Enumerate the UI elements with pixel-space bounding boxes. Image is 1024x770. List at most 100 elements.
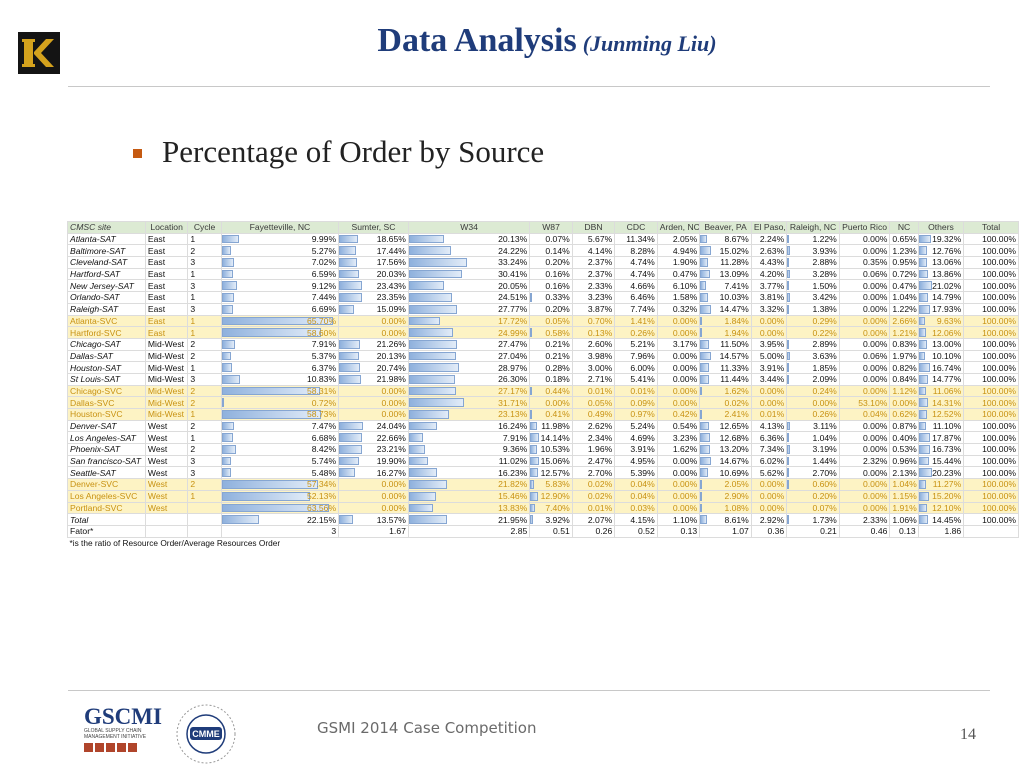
- cell-beaver: 11.44%: [699, 372, 752, 386]
- data-bar: [409, 456, 429, 466]
- table-row: Hartford-SAT East 1 6.59% 20.03% 30.41% 0.16% 2…: [67, 267, 1019, 281]
- data-bar: [339, 374, 362, 384]
- data-bar: [787, 515, 790, 524]
- cell-nc: 1.22%: [889, 302, 919, 316]
- cell-value: 10.53%: [540, 444, 570, 455]
- cell-cdc: 4.74%: [614, 256, 658, 269]
- cell-value: 6.36%: [759, 432, 785, 443]
- cell-cycle: 3: [187, 454, 222, 468]
- data-bar: [919, 374, 929, 384]
- cell-others: 14.77%: [917, 372, 965, 386]
- cell-site: Orlando-SAT: [67, 291, 146, 304]
- cell-puerto-rico: 2.32%: [838, 454, 891, 468]
- cell-cycle: 2: [187, 384, 222, 398]
- cell-value: 15.46%: [498, 491, 528, 502]
- cell-w34: 33.24%: [407, 256, 531, 269]
- cell-value: 100.00%: [982, 432, 1016, 443]
- cell-location: West: [144, 489, 189, 503]
- cell-beaver: 1.94%: [699, 326, 752, 339]
- cell-cdc: 0.04%: [614, 478, 658, 491]
- cell-value: 13.09%: [719, 269, 749, 280]
- cell-sumter: 24.04%: [338, 419, 409, 433]
- cell-value: 17.87%: [932, 432, 962, 443]
- data-bar: [919, 234, 932, 244]
- cell-value: 10.69%: [719, 467, 749, 478]
- cell-value: 1.22%: [892, 304, 917, 315]
- cell-sumter: 21.98%: [338, 372, 409, 386]
- cell-raleigh: 1.44%: [786, 454, 840, 468]
- fator-value: 0.13: [656, 524, 701, 538]
- cell-value: 0.00%: [672, 491, 698, 502]
- cell-fayetteville: 6.69%: [220, 302, 340, 316]
- cell-fayetteville: 10.83%: [220, 372, 340, 386]
- cell-fayetteville: 6.37%: [220, 361, 340, 374]
- cell-value: 100.00%: [982, 350, 1016, 361]
- cell-value: 0.16%: [545, 269, 570, 280]
- cell-value: 20.13%: [498, 234, 528, 245]
- table-row: Atlanta-SAT East 1 9.99% 18.65% 20.13% 0.07% 5.…: [67, 232, 1019, 246]
- table-row: Orlando-SAT East 1 7.44% 23.35% 24.51% 0.33% 3.…: [67, 291, 1019, 304]
- cell-dbn: 2.07%: [571, 513, 616, 526]
- cell-value: 2.24%: [759, 234, 785, 245]
- cell-cycle: 2: [187, 244, 222, 258]
- cell-raleigh: 3.42%: [786, 291, 840, 304]
- cell-fayetteville: 22.15%: [220, 513, 340, 526]
- cell-value: 0.00%: [863, 245, 888, 256]
- cell-beaver: 13.20%: [699, 443, 752, 456]
- cell-value: 12.52%: [932, 409, 962, 420]
- cell-value: 0.00%: [381, 491, 406, 502]
- cell-value: 5.37%: [311, 350, 337, 361]
- cell-value: 23.21%: [376, 444, 406, 455]
- fator-value: 1.07: [699, 524, 752, 538]
- cell-value: 4.94%: [672, 245, 698, 256]
- data-bar: [339, 339, 361, 349]
- cell-arden: 4.94%: [656, 244, 701, 258]
- data-bar: [700, 316, 703, 326]
- cell-value: 0.60%: [812, 479, 837, 490]
- cell-w34: 21.82%: [407, 478, 531, 491]
- cell-total: 100.00%: [963, 337, 1019, 351]
- fator-blank: [187, 524, 222, 538]
- cell-beaver: 1.84%: [699, 314, 752, 328]
- gscmi-logo: GSCMI GLOBAL SUPPLY CHAIN MANAGEMENT INI…: [84, 705, 162, 752]
- data-bar: [530, 445, 537, 454]
- cell-value: 0.00%: [672, 374, 698, 385]
- cell-fayetteville: 58.60%: [220, 326, 340, 339]
- cell-value: 31.71%: [498, 397, 528, 408]
- cell-value: 58.60%: [306, 327, 337, 338]
- bullet-square-icon: [133, 149, 142, 158]
- cell-dbn: 2.34%: [571, 431, 616, 445]
- cell-value: 0.09%: [630, 397, 655, 408]
- data-bar: [409, 246, 452, 256]
- cell-nc: 0.84%: [889, 372, 919, 386]
- cell-elpaso: 0.00%: [750, 489, 788, 503]
- cell-value: 0.00%: [863, 234, 888, 245]
- cell-value: 0.00%: [381, 327, 406, 338]
- cell-value: 0.06%: [863, 269, 888, 280]
- data-bar: [787, 246, 791, 256]
- cell-value: 11.27%: [932, 479, 962, 490]
- cell-site: Houston-SVC: [67, 408, 146, 421]
- cell-value: 3.44%: [759, 374, 785, 385]
- cell-value: 0.00%: [759, 491, 785, 502]
- cell-w87: 0.18%: [529, 372, 573, 386]
- cell-location: East: [144, 267, 189, 281]
- cell-raleigh: 1.73%: [786, 513, 840, 526]
- cell-value: 0.00%: [381, 397, 406, 408]
- cell-value: 2.71%: [587, 374, 613, 385]
- k-logo: [18, 32, 60, 74]
- page-number: 14: [960, 726, 976, 743]
- cell-cdc: 1.41%: [614, 314, 658, 328]
- cell-value: 0.00%: [863, 304, 888, 315]
- cell-value: 12.06%: [932, 327, 962, 338]
- data-bar: [409, 374, 455, 384]
- cell-site: Portland-SVC: [67, 501, 146, 515]
- data-bar: [787, 293, 790, 302]
- data-bar: [530, 503, 535, 513]
- cell-value: 23.13%: [498, 409, 528, 420]
- cell-value: 0.00%: [672, 350, 698, 361]
- cell-w34: 13.83%: [407, 501, 531, 515]
- cell-site: Phoenix-SAT: [67, 443, 146, 456]
- cell-cdc: 0.09%: [614, 396, 658, 409]
- cell-value: 0.04%: [630, 479, 655, 490]
